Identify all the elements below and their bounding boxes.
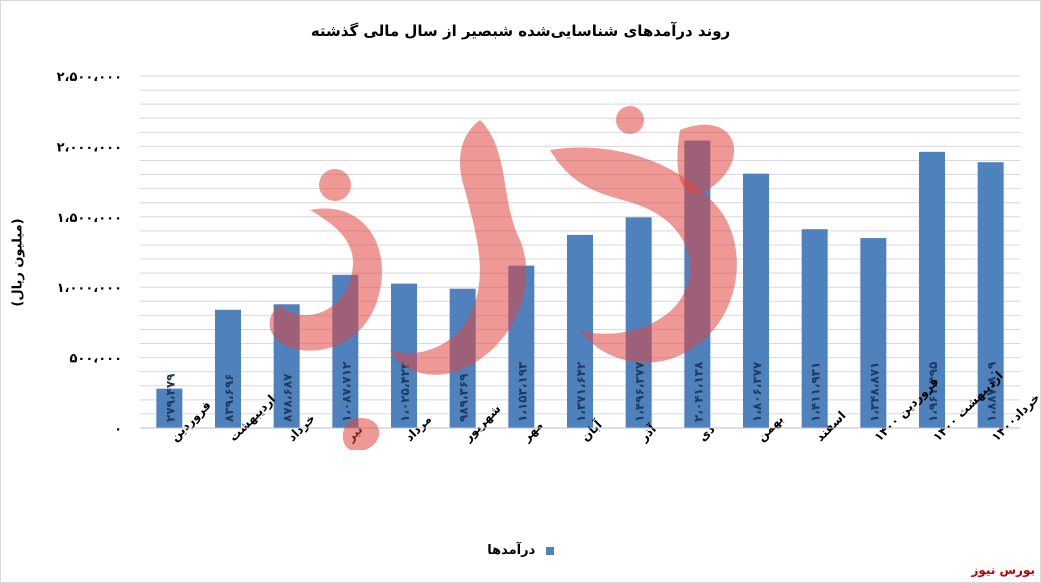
y-tick-label: ۰ xyxy=(114,422,122,437)
brand-logo: بورس نیوز xyxy=(971,563,1035,577)
y-tick-label: ۲،۰۰۰،۰۰۰ xyxy=(57,140,122,155)
bar-value-label: ۱،۳۷۱،۶۴۲ xyxy=(574,361,588,422)
axes: ۰ ۵۰۰،۰۰۰ ۱،۰۰۰،۰۰۰ ۱،۵۰۰،۰۰۰ ۲،۰۰۰،۰۰۰ ۲،۵۰۰… xyxy=(57,70,1041,446)
legend-label: درآمدها xyxy=(487,543,536,558)
y-tick-label: ۱،۵۰۰،۰۰۰ xyxy=(57,211,122,226)
bar-value-label: ۱،۴۱۱،۹۳۱ xyxy=(809,362,823,422)
bar-value-label: ۱،۰۲۵،۴۲۳ xyxy=(398,361,412,422)
bar xyxy=(801,229,828,428)
bar-series: ۲۷۹،۴۷۹ ۸۳۹،۶۹۶ ۸۷۸،۶۸۷ ۱،۰۸۷،۷۱۲ ۱،۰۲۵،۴۲۳ ۹… xyxy=(156,140,1004,429)
bar-value-label: ۲،۰۴۱،۱۳۸ xyxy=(691,361,705,422)
bar xyxy=(919,151,945,428)
y-tick-label: ۲،۵۰۰،۰۰۰ xyxy=(57,70,122,85)
bar-value-label: ۱،۸۰۶،۳۷۷ xyxy=(750,361,764,422)
bar-value-label: ۱،۹۶۱،۴۹۵ xyxy=(926,362,940,422)
bar-value-label: ۲۷۹،۴۷۹ xyxy=(163,373,177,422)
bar xyxy=(977,162,1004,429)
bar-value-label: ۱،۴۹۶،۳۷۷ xyxy=(633,361,647,422)
bar-value-label: ۱،۰۸۷،۷۱۲ xyxy=(339,361,353,422)
bar xyxy=(215,309,241,428)
legend-swatch xyxy=(545,546,554,555)
bar xyxy=(156,388,183,428)
bar-value-label: ۸۳۹،۶۹۶ xyxy=(222,373,236,422)
bar-value-label: ۹۸۹،۳۶۹ xyxy=(457,373,471,422)
bar xyxy=(860,238,887,428)
legend: درآمدها xyxy=(0,543,1041,558)
bar-value-label: ۱،۳۴۸،۸۷۱ xyxy=(867,362,881,422)
y-axis-label: (میلیون ریال) xyxy=(10,218,26,307)
bar-value-label: ۱،۸۸۷،۸۰۹ xyxy=(985,361,999,422)
chart-title: روند درآمدهای شناسایی‌شده شبصیر از سال م… xyxy=(310,22,731,40)
bar-value-label: ۸۷۸،۶۸۷ xyxy=(281,373,295,422)
bar xyxy=(743,173,769,428)
y-tick-label: ۱،۰۰۰،۰۰۰ xyxy=(57,281,122,296)
bar-value-label: ۱،۱۵۳،۱۹۳ xyxy=(515,361,529,422)
y-tick-label: ۵۰۰،۰۰۰ xyxy=(69,352,122,367)
